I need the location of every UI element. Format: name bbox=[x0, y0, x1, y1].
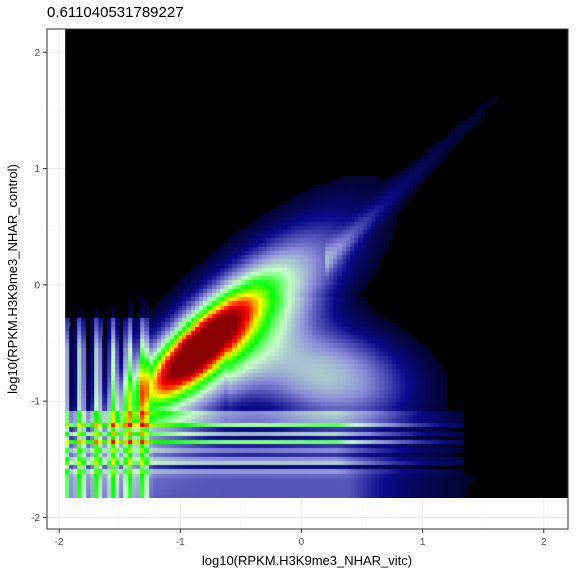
x-tick-label: -1 bbox=[176, 537, 185, 548]
density-raster bbox=[65, 29, 569, 498]
chart-title: 0.611040531789227 bbox=[47, 4, 184, 21]
y-tick-label: 0 bbox=[34, 280, 40, 291]
y-tick-label: 1 bbox=[34, 164, 40, 175]
x-axis-title: log10(RPKM.H3K9me3_NHAR_vitc) bbox=[202, 553, 412, 568]
axes: -2 -1 0 1 2 -2 -1 0 1 2 bbox=[31, 48, 547, 548]
x-tick-label: 2 bbox=[541, 537, 547, 548]
y-tick-label: -2 bbox=[31, 513, 40, 524]
y-tick-label: 2 bbox=[34, 48, 40, 59]
x-tick-label: 0 bbox=[299, 537, 305, 548]
panel-border bbox=[46, 28, 569, 530]
x-tick-label: -2 bbox=[55, 537, 64, 548]
x-tick-label: 1 bbox=[420, 537, 426, 548]
heatmap-cells bbox=[65, 29, 569, 498]
y-axis-title: log10(RPKM.H3K9me3_NHAR_control) bbox=[5, 164, 20, 394]
y-tick-label: -1 bbox=[31, 397, 40, 408]
